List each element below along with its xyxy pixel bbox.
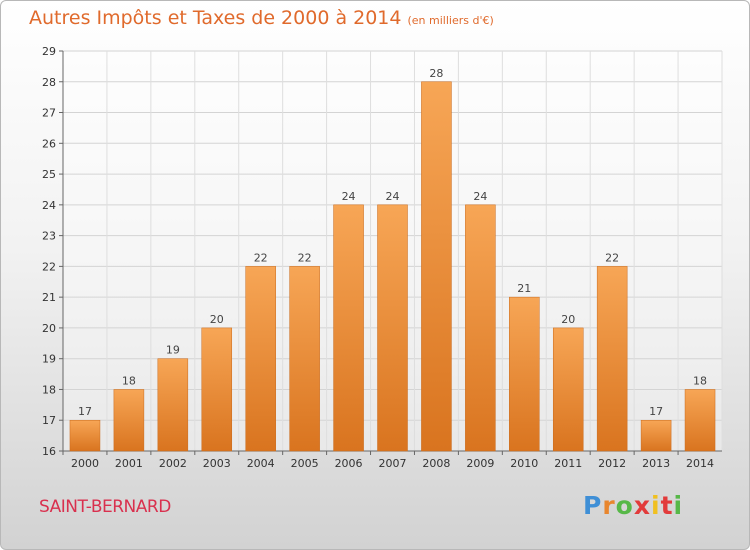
bar-2014 — [684, 389, 716, 452]
x-tick-label-2013: 2013 — [642, 457, 670, 470]
x-tick-label-2012: 2012 — [598, 457, 626, 470]
value-label-2006: 24 — [342, 190, 356, 203]
x-tick-label-2004: 2004 — [247, 457, 275, 470]
y-tick-label: 18 — [42, 383, 56, 396]
logo-letter: t — [660, 491, 674, 520]
logo-letter: r — [602, 491, 616, 520]
bar-2013 — [640, 419, 672, 452]
bar-2004 — [245, 266, 276, 452]
x-tick-label-2011: 2011 — [554, 457, 582, 470]
chart-title: Autres Impôts et Taxes de 2000 à 2014 (en… — [29, 7, 494, 29]
x-tick-label-2001: 2001 — [115, 457, 143, 470]
value-label-2000: 17 — [78, 405, 92, 418]
value-label-2004: 22 — [254, 251, 268, 264]
value-label-2005: 22 — [298, 251, 312, 264]
logo-letter: i — [651, 491, 661, 520]
x-tick-label-2010: 2010 — [510, 457, 538, 470]
bar-2005 — [289, 266, 320, 452]
bar-2001 — [113, 389, 145, 452]
y-tick-label: 27 — [42, 107, 56, 120]
value-label-2010: 21 — [517, 282, 531, 295]
bars — [69, 81, 716, 452]
labels: 16 17 18 19 20 21 22 23 24 25 26 27 28 29 17 2000 18 2001… — [42, 45, 714, 470]
bar-2003 — [201, 327, 233, 452]
value-label-2008: 28 — [429, 67, 443, 80]
y-tick-label: 28 — [42, 76, 56, 89]
x-tick-label-2002: 2002 — [159, 457, 187, 470]
bar-2009 — [465, 204, 496, 452]
y-tick-label: 22 — [42, 260, 56, 273]
value-label-2001: 18 — [122, 374, 136, 387]
logo-letter: i — [673, 491, 684, 520]
y-tick-label: 17 — [42, 414, 56, 427]
y-tick-label: 23 — [42, 230, 56, 243]
bar-2010 — [509, 296, 540, 452]
value-label-2007: 24 — [386, 190, 400, 203]
bar-2006 — [333, 204, 364, 452]
commune-name: SAINT-BERNARD — [39, 497, 171, 517]
bar-2008 — [421, 81, 452, 452]
x-tick-label-2009: 2009 — [466, 457, 494, 470]
y-tick-label: 16 — [42, 445, 56, 458]
x-tick-label-2008: 2008 — [422, 457, 450, 470]
y-tick-label: 20 — [42, 322, 56, 335]
y-tick-label: 21 — [42, 291, 56, 304]
x-tick-label-2006: 2006 — [335, 457, 363, 470]
x-tick-label-2003: 2003 — [203, 457, 231, 470]
value-label-2002: 19 — [166, 344, 180, 357]
x-tick-label-2000: 2000 — [71, 457, 99, 470]
y-tick-label: 29 — [42, 45, 56, 58]
y-tick-label: 25 — [42, 168, 56, 181]
proxiti-logo[interactable]: Proxiti — [583, 491, 683, 520]
x-tick-label-2007: 2007 — [379, 457, 407, 470]
y-tick-label: 24 — [42, 199, 56, 212]
value-label-2014: 18 — [693, 374, 707, 387]
bar-2000 — [69, 419, 101, 452]
bar-2011 — [552, 327, 584, 452]
logo-letter: P — [583, 491, 603, 520]
logo-letter: o — [615, 491, 634, 520]
logo-letter: x — [633, 491, 651, 520]
value-label-2011: 20 — [561, 313, 575, 326]
x-tick-label-2005: 2005 — [291, 457, 319, 470]
y-tick-label: 26 — [42, 137, 56, 150]
value-label-2003: 20 — [210, 313, 224, 326]
y-tick-label: 19 — [42, 353, 56, 366]
value-label-2009: 24 — [473, 190, 487, 203]
bar-2012 — [596, 266, 628, 452]
chart-subtitle: (en milliers d'€) — [407, 14, 494, 27]
value-label-2012: 22 — [605, 251, 619, 264]
bar-2002 — [157, 358, 189, 452]
x-tick-label-2014: 2014 — [686, 457, 714, 470]
bar-2007 — [377, 204, 408, 452]
value-label-2013: 17 — [649, 405, 663, 418]
